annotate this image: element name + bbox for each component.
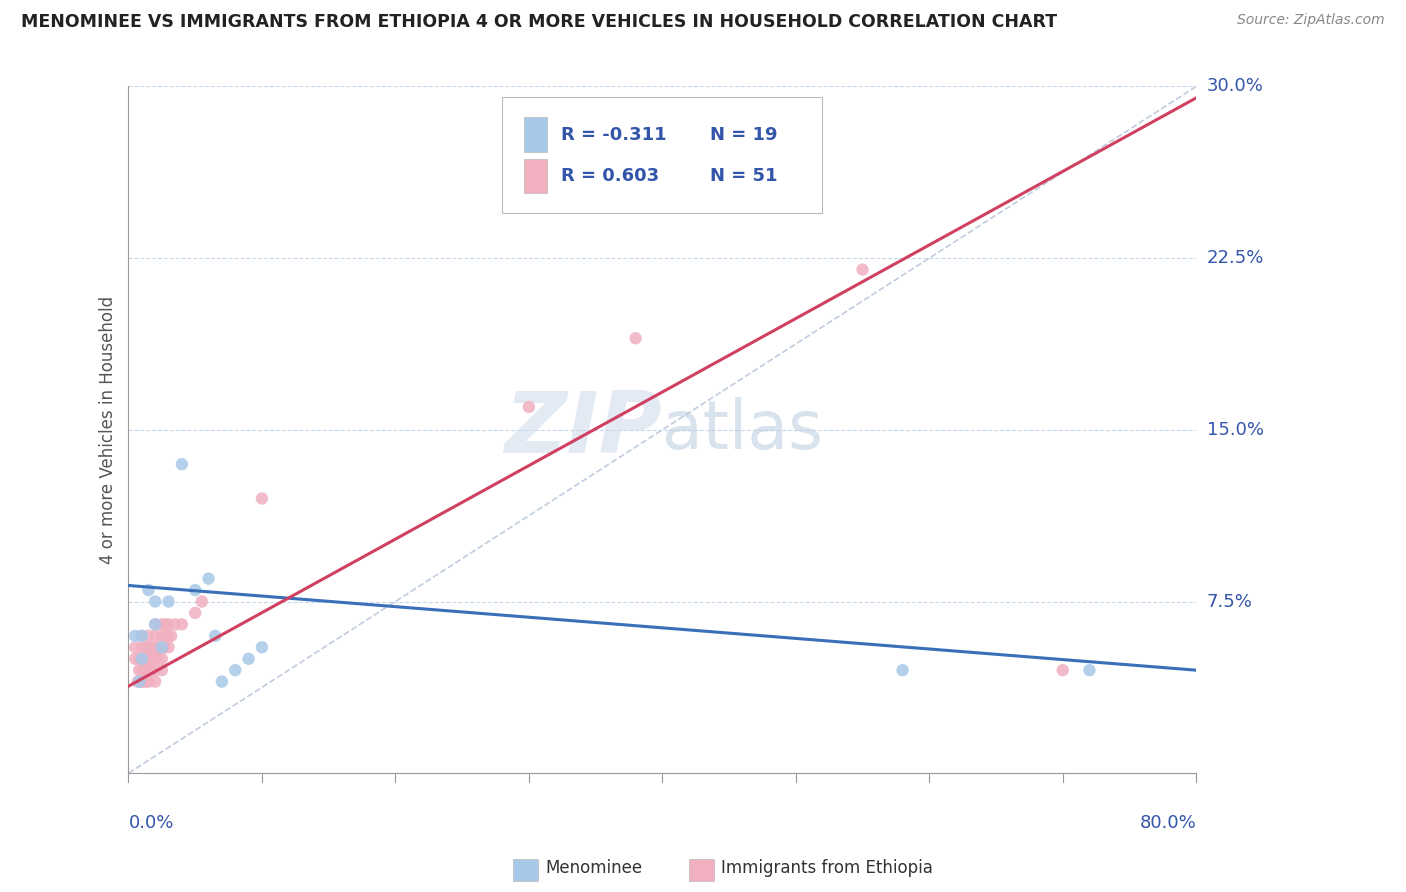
Point	[131, 674, 153, 689]
Point	[148, 640, 170, 655]
Point	[155, 629, 177, 643]
Text: R = -0.311: R = -0.311	[561, 126, 666, 144]
Point	[131, 640, 153, 655]
Point	[153, 640, 176, 655]
Point	[143, 617, 166, 632]
Text: 7.5%: 7.5%	[1206, 592, 1253, 610]
Point	[138, 674, 160, 689]
Text: MENOMINEE VS IMMIGRANTS FROM ETHIOPIA 4 OR MORE VEHICLES IN HOUSEHOLD CORRELATIO: MENOMINEE VS IMMIGRANTS FROM ETHIOPIA 4 …	[21, 13, 1057, 31]
Point	[143, 617, 166, 632]
Point	[157, 640, 180, 655]
Point	[124, 651, 146, 665]
Point	[143, 674, 166, 689]
Point	[155, 617, 177, 632]
Y-axis label: 4 or more Vehicles in Household: 4 or more Vehicles in Household	[100, 296, 117, 564]
Point	[150, 640, 173, 655]
Point	[134, 674, 156, 689]
Point	[146, 651, 169, 665]
Text: 15.0%: 15.0%	[1206, 421, 1264, 439]
FancyBboxPatch shape	[502, 96, 823, 213]
Point	[1078, 663, 1101, 677]
Point	[238, 651, 260, 665]
Point	[150, 663, 173, 677]
Point	[160, 629, 183, 643]
Point	[138, 640, 160, 655]
Point	[138, 629, 160, 643]
Text: Menominee: Menominee	[546, 859, 643, 877]
Point	[150, 651, 173, 665]
Point	[138, 651, 160, 665]
Point	[131, 629, 153, 643]
Point	[517, 400, 540, 414]
Text: N = 19: N = 19	[710, 126, 778, 144]
Point	[1052, 663, 1074, 677]
Point	[141, 640, 163, 655]
Point	[124, 629, 146, 643]
Point	[128, 674, 150, 689]
Point	[124, 640, 146, 655]
Text: R = 0.603: R = 0.603	[561, 167, 659, 185]
Point	[184, 582, 207, 597]
FancyBboxPatch shape	[523, 118, 547, 152]
Point	[143, 651, 166, 665]
Point	[138, 582, 160, 597]
Point	[131, 651, 153, 665]
Point	[135, 651, 157, 665]
Text: Source: ZipAtlas.com: Source: ZipAtlas.com	[1237, 13, 1385, 28]
Point	[191, 594, 214, 608]
Point	[170, 617, 193, 632]
Text: atlas: atlas	[662, 397, 823, 463]
Point	[150, 629, 173, 643]
Point	[250, 491, 273, 506]
Point	[891, 663, 914, 677]
Point	[143, 629, 166, 643]
Point	[138, 663, 160, 677]
FancyBboxPatch shape	[523, 159, 547, 193]
Point	[127, 674, 149, 689]
Point	[150, 640, 173, 655]
Point	[141, 663, 163, 677]
Point	[157, 594, 180, 608]
Point	[165, 617, 187, 632]
Point	[143, 640, 166, 655]
Point	[131, 663, 153, 677]
Text: N = 51: N = 51	[710, 167, 778, 185]
Point	[128, 663, 150, 677]
Point	[143, 663, 166, 677]
Point	[134, 663, 156, 677]
Point	[128, 651, 150, 665]
Point	[851, 262, 873, 277]
Text: 22.5%: 22.5%	[1206, 249, 1264, 267]
Point	[197, 572, 219, 586]
Point	[204, 629, 226, 643]
Text: ZIP: ZIP	[505, 388, 662, 471]
Point	[131, 651, 153, 665]
Point	[150, 617, 173, 632]
Point	[135, 640, 157, 655]
Text: 0.0%: 0.0%	[128, 814, 174, 832]
Point	[211, 674, 233, 689]
Point	[157, 629, 180, 643]
Point	[250, 640, 273, 655]
Point	[141, 651, 163, 665]
Text: 80.0%: 80.0%	[1139, 814, 1197, 832]
Point	[170, 457, 193, 471]
Point	[143, 594, 166, 608]
Point	[224, 663, 246, 677]
Point	[157, 617, 180, 632]
Point	[131, 629, 153, 643]
Point	[624, 331, 647, 345]
Text: 30.0%: 30.0%	[1206, 78, 1264, 95]
Text: Immigrants from Ethiopia: Immigrants from Ethiopia	[721, 859, 934, 877]
Point	[184, 606, 207, 620]
